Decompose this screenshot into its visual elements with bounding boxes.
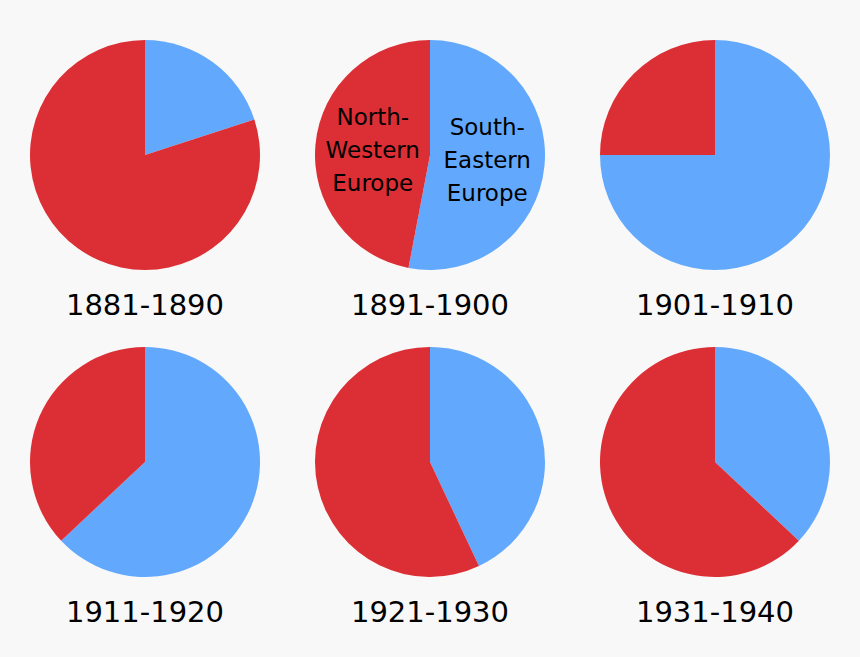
slices xyxy=(30,347,260,577)
chart-title: 1911-1920 xyxy=(66,595,224,629)
pie-chart xyxy=(600,40,830,270)
pie-slice xyxy=(30,347,145,541)
slice-label-line: Europe xyxy=(332,170,413,196)
pie-chart xyxy=(315,347,545,577)
chart-title: 1901-1910 xyxy=(636,288,794,322)
pie-chart xyxy=(30,40,260,270)
pie-slice xyxy=(30,40,260,270)
chart-title: 1931-1940 xyxy=(636,595,794,629)
slice-label: North- Western Europe xyxy=(326,104,420,196)
slice-label-line: Eastern xyxy=(444,147,531,173)
pie-slice xyxy=(600,347,799,577)
slices xyxy=(315,40,545,270)
slice-label-line: Western xyxy=(326,137,420,163)
slices xyxy=(600,40,830,270)
pie-slice xyxy=(315,347,479,577)
background xyxy=(0,0,860,657)
chart-canvas: 1881-1890 South- Eastern Europe North- Wester… xyxy=(0,0,860,657)
chart-title: 1881-1890 xyxy=(66,288,224,322)
slice-label-line: North- xyxy=(336,104,409,130)
slices xyxy=(315,347,545,577)
pie-slice xyxy=(315,40,430,268)
pie-chart xyxy=(600,347,830,577)
slice-label-line: South- xyxy=(450,114,525,140)
pie-chart xyxy=(30,347,260,577)
slice-label: South- Eastern Europe xyxy=(444,114,531,206)
chart-title: 1891-1900 xyxy=(351,288,509,322)
slices xyxy=(30,40,260,270)
slice-label-line: Europe xyxy=(447,180,528,206)
pie-slice xyxy=(600,40,830,270)
slices xyxy=(600,347,830,577)
slice-labels: South- Eastern Europe North- Western Europe xyxy=(326,104,531,207)
chart-title: 1921-1930 xyxy=(351,595,509,629)
pie-slice xyxy=(600,40,715,155)
pie-chart: South- Eastern Europe North- Western Europe xyxy=(315,40,545,270)
